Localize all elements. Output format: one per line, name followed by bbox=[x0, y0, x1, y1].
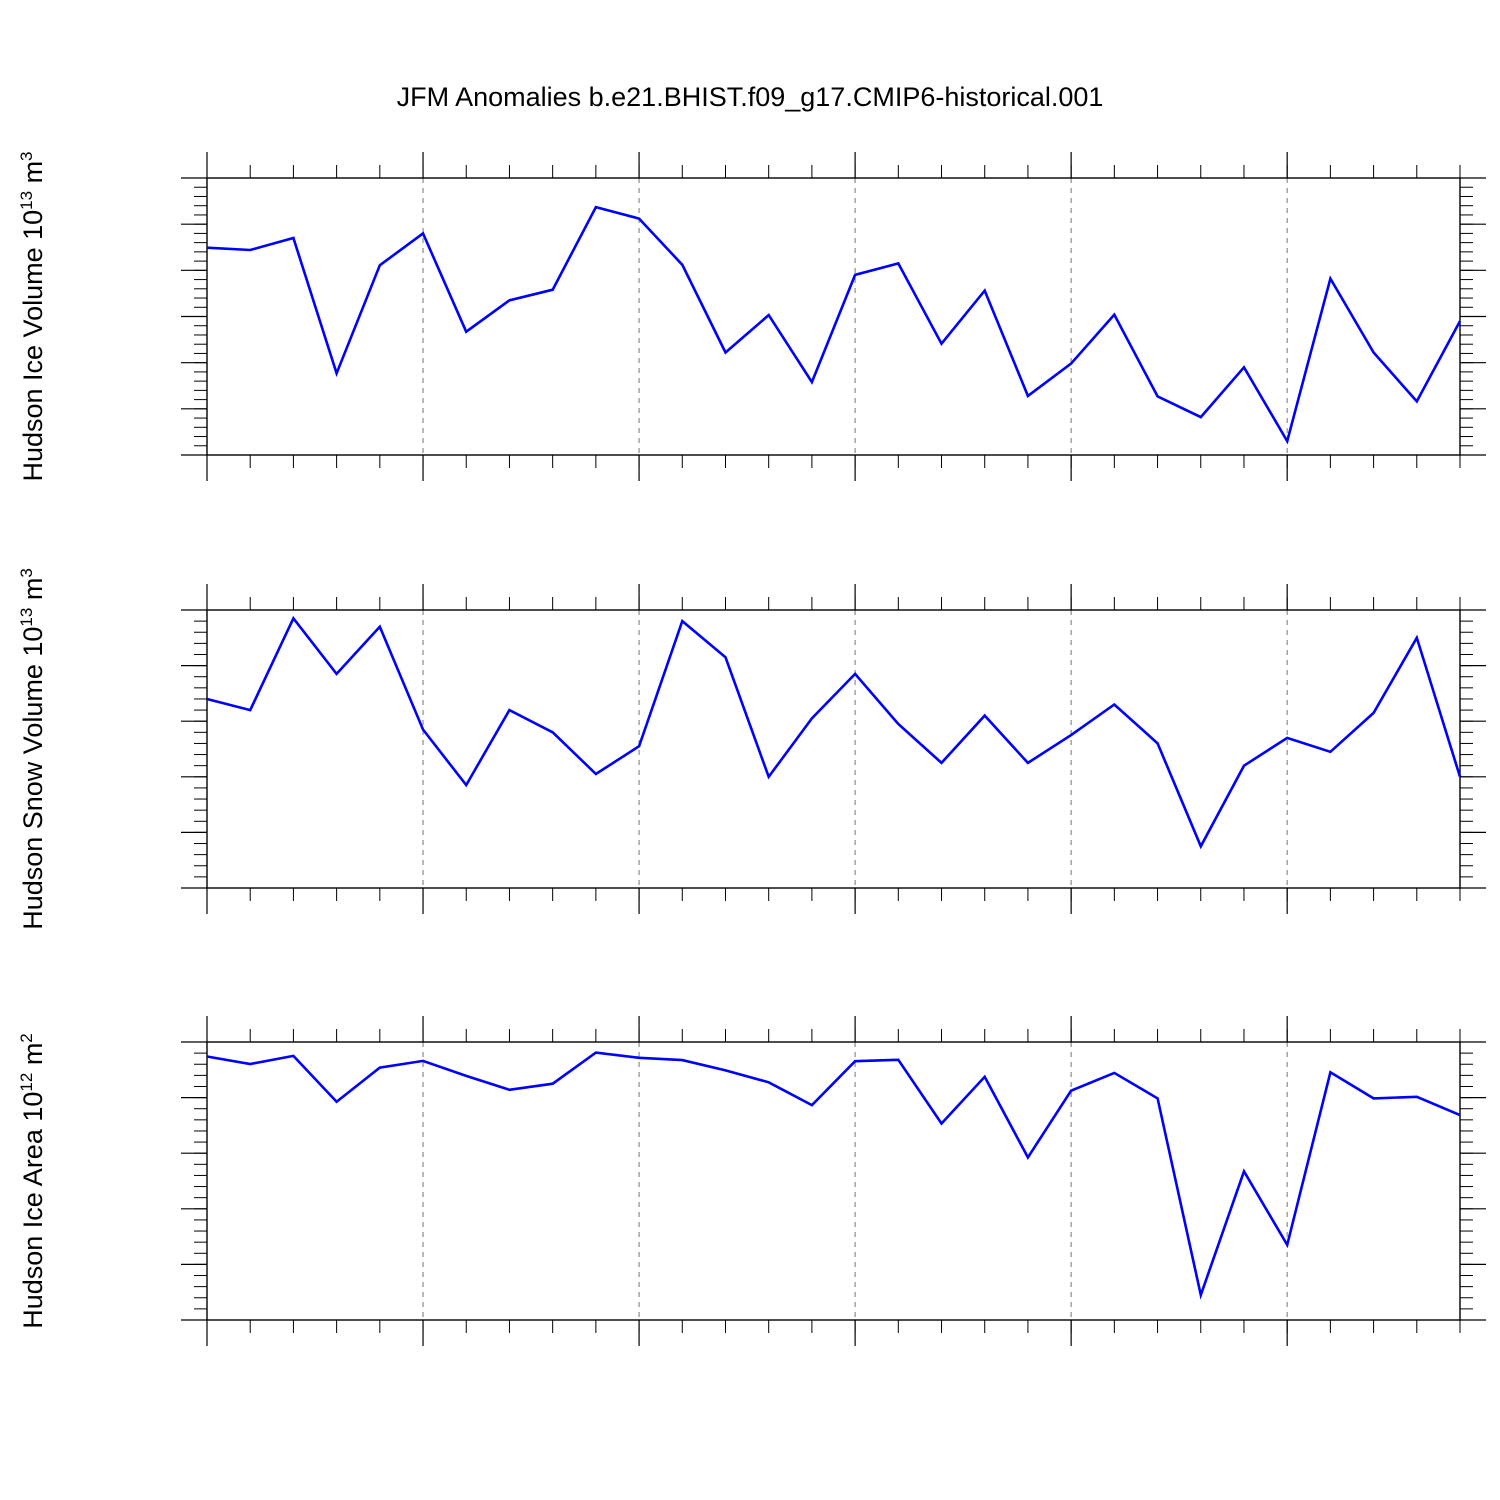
y-axis-label-units-suffix-exp: 3 bbox=[17, 568, 36, 577]
series-line bbox=[206, 615, 1462, 850]
chart-panel-1: Hudson Ice Volume 1013 m3 bbox=[17, 151, 1486, 482]
y-axis-label-units-exp: 13 bbox=[17, 608, 36, 627]
plot-frame bbox=[206, 609, 1461, 889]
plot-frame bbox=[206, 1041, 1461, 1321]
y-axis-label: Hudson Ice Volume 1013 m3 bbox=[17, 151, 48, 481]
y-axis-label: Hudson Snow Volume 1013 m3 bbox=[17, 568, 48, 930]
y-axis-label-units-suffix: m bbox=[18, 161, 48, 191]
y-axis-label-units-suffix: m bbox=[18, 578, 48, 608]
y-axis-label-units-prefix: 10 bbox=[18, 627, 48, 665]
y-axis-label: Hudson Ice Area 1012 m2 bbox=[17, 1033, 48, 1329]
chart-panel-2: Hudson Snow Volume 1013 m3 bbox=[17, 568, 1486, 930]
y-axis-label-units-suffix-exp: 3 bbox=[17, 151, 36, 160]
plot-frame bbox=[206, 177, 1461, 456]
series-line bbox=[206, 205, 1462, 445]
y-axis-label-units-prefix: 10 bbox=[18, 1092, 48, 1130]
y-axis-label-ylabel: Hudson Snow Volume bbox=[18, 664, 48, 930]
y-axis-label-units-suffix-exp: 2 bbox=[17, 1033, 36, 1042]
y-axis-label-units-suffix: m bbox=[18, 1043, 48, 1073]
y-axis-label-ylabel: Hudson Ice Area bbox=[18, 1128, 48, 1329]
y-axis-label-units-prefix: 10 bbox=[18, 210, 48, 248]
figure-title: JFM Anomalies b.e21.BHIST.f09_g17.CMIP6-… bbox=[397, 82, 1104, 112]
y-axis-label-units-exp: 13 bbox=[17, 191, 36, 210]
chart-panel-3: Hudson Ice Area 1012 m2 bbox=[17, 1016, 1486, 1346]
y-axis-label-units-exp: 12 bbox=[17, 1073, 36, 1092]
y-axis-label-ylabel: Hudson Ice Volume bbox=[18, 247, 48, 481]
series-line bbox=[206, 1051, 1461, 1300]
